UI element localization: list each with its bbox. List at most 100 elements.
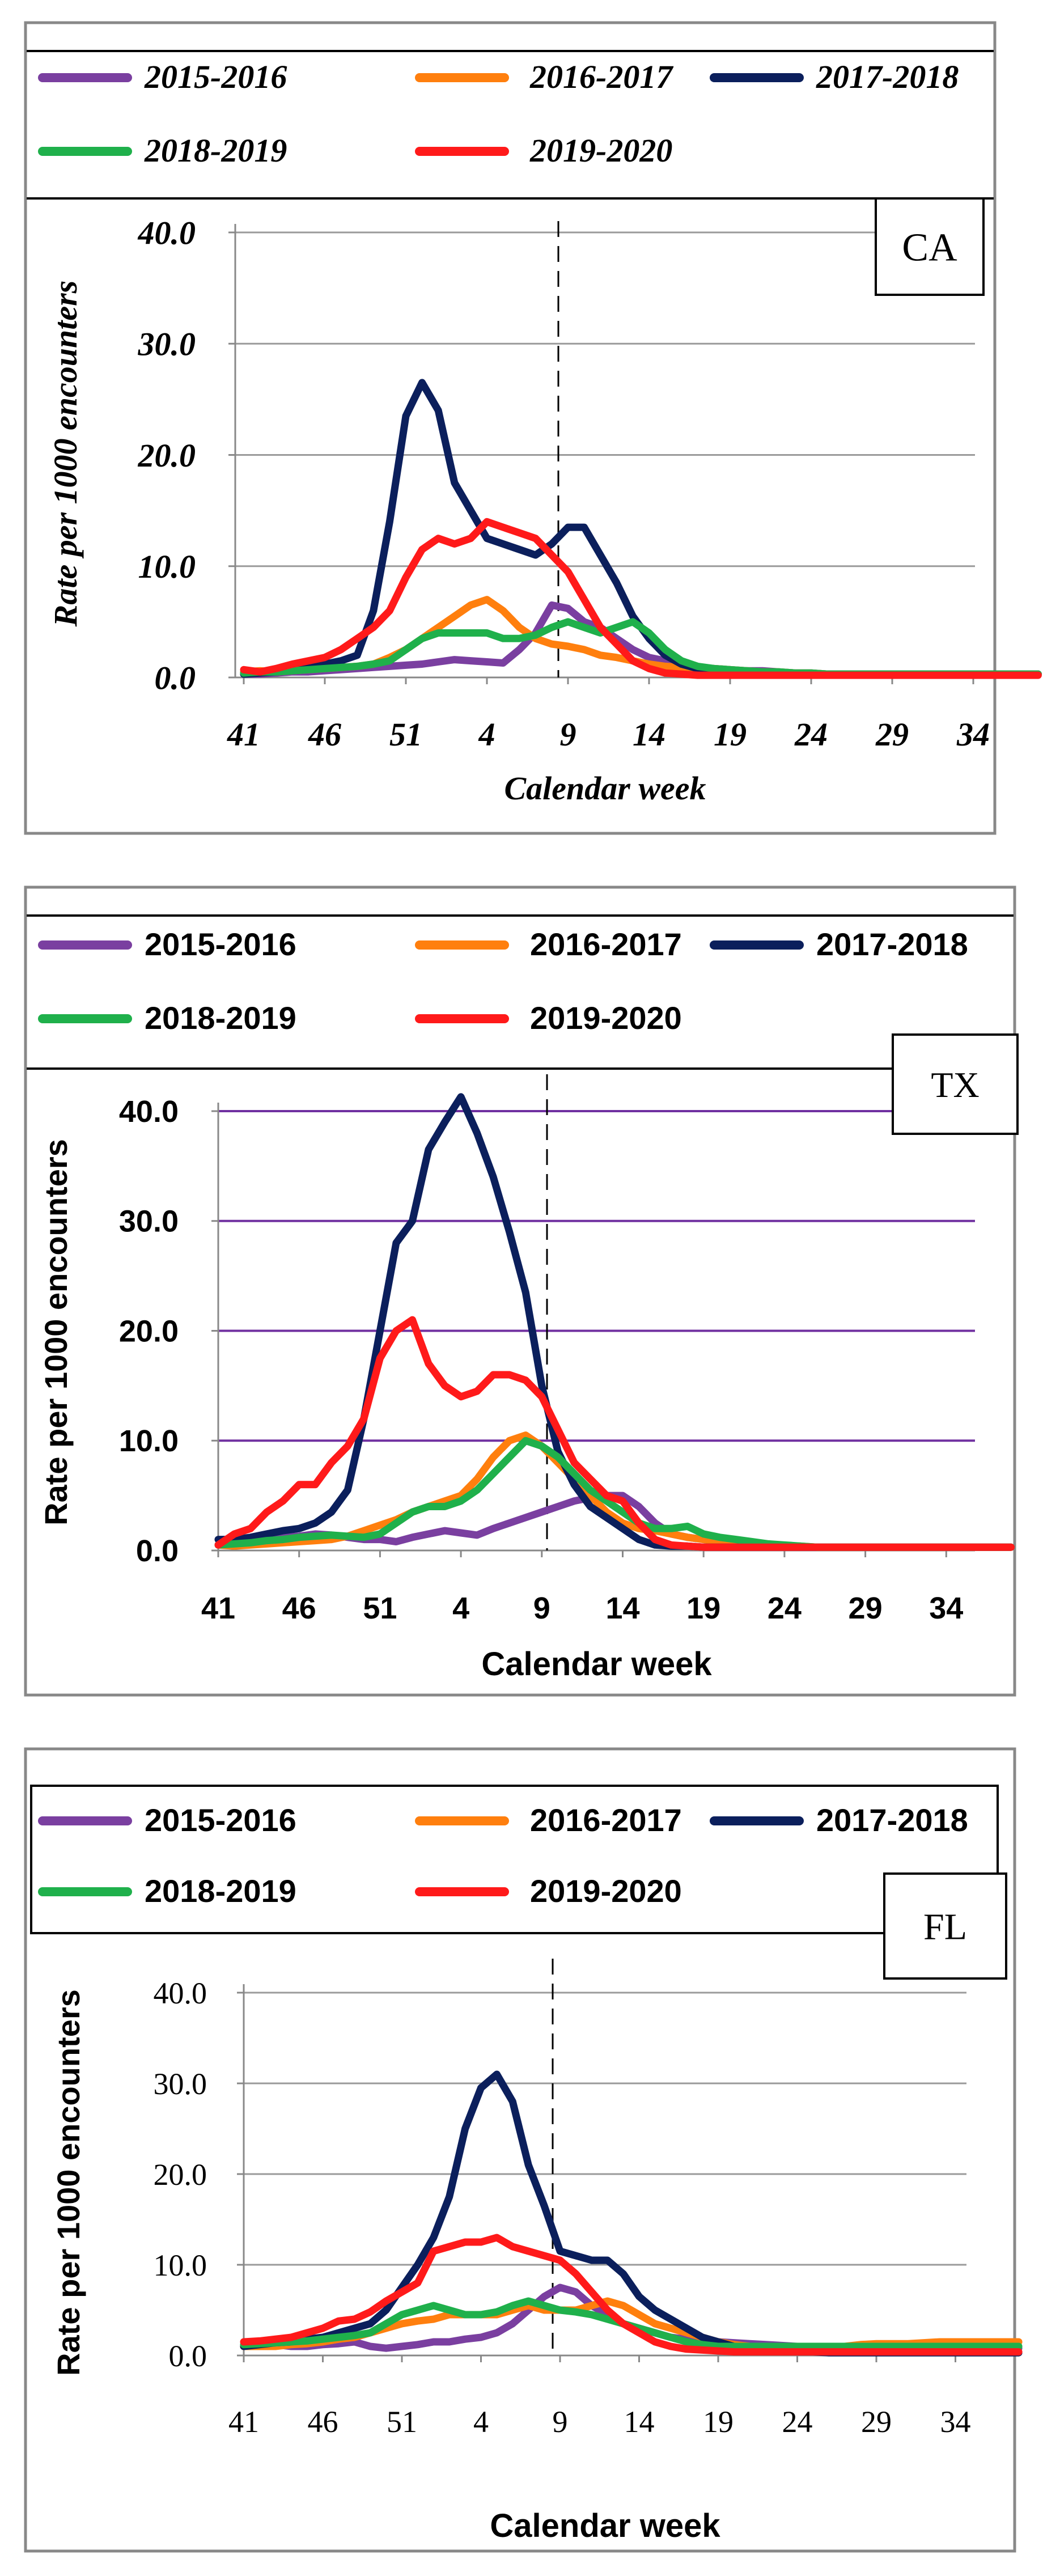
y-tick-label: 40.0 <box>154 1976 207 2010</box>
panel-frame <box>24 1747 1016 2553</box>
x-tick-label: 24 <box>794 716 828 753</box>
series-lines <box>240 2070 1023 2357</box>
legend-label: 2018-2019 <box>144 132 287 169</box>
x-tick-labels: 41 46 51 4 9 14 19 24 29 34 <box>227 677 990 753</box>
legend-label: 2017-2018 <box>816 58 959 95</box>
legend-label: 2018-2019 <box>145 1000 296 1036</box>
legend-item-2016-2017: 2016-2017 <box>415 926 682 962</box>
x-tick-label: 46 <box>282 1591 316 1625</box>
x-tick-label: 41 <box>201 1591 235 1625</box>
legend-label: 2015-2016 <box>144 58 287 95</box>
legend-item-2016-2017: 2016-2017 <box>415 1802 682 1838</box>
legend: 2015-2016 2016-2017 2017-2018 2018-2019 2019… <box>38 1802 968 1909</box>
y-tick-label: 10.0 <box>154 2248 207 2282</box>
x-tick-label: 19 <box>703 2405 734 2439</box>
y-tick-label: 40.0 <box>119 1095 179 1129</box>
y-tick-label: 20.0 <box>154 2158 207 2192</box>
legend-item-2018-2019: 2018-2019 <box>38 132 287 169</box>
y-axis-label: Rate per 1000 encounters <box>38 1139 74 1526</box>
x-tick-label: 24 <box>782 2405 813 2439</box>
y-tick-labels: 0.0 10.0 20.0 30.0 40.0 <box>154 1976 244 2373</box>
state-label-box: TX <box>892 1033 1019 1135</box>
legend-label: 2017-2018 <box>816 926 968 962</box>
state-box-frame <box>892 1033 1019 1135</box>
legend-label: 2019-2020 <box>529 132 672 169</box>
legend-item-2016-2017: 2016-2017 <box>415 58 673 95</box>
y-tick-labels: 0.0 10.0 20.0 30.0 40.0 <box>119 1095 218 1568</box>
legend-item-2019-2020: 2019-2020 <box>415 132 672 169</box>
series-line-2019-2020 <box>214 1316 1015 1551</box>
legend-label: 2017-2018 <box>816 1802 968 1838</box>
panel-frame <box>24 21 997 835</box>
x-tick-label: 46 <box>308 2405 338 2439</box>
state-label: TX <box>931 1065 979 1105</box>
x-tick-label: 9 <box>533 1591 550 1625</box>
x-tick-label: 19 <box>714 716 747 753</box>
legend-item-2015-2016: 2015-2016 <box>38 1802 296 1838</box>
legend: 2015-2016 2016-2017 2017-2018 2018-2019 2019… <box>38 926 968 1036</box>
x-axis-label: Calendar week <box>504 770 706 807</box>
x-tick-label: 14 <box>624 2405 655 2439</box>
legend-item-2017-2018: 2017-2018 <box>710 58 959 95</box>
x-tick-label: 19 <box>686 1591 720 1625</box>
legend-item-2019-2020: 2019-2020 <box>415 1873 682 1909</box>
x-tick-label: 4 <box>452 1591 469 1625</box>
y-tick-label: 20.0 <box>138 437 196 474</box>
y-tick-label: 40.0 <box>138 214 196 251</box>
state-box-frame <box>875 197 985 296</box>
x-tick-label: 4 <box>473 2405 489 2439</box>
x-axis-label: Calendar week <box>481 1646 712 1683</box>
legend-label: 2018-2019 <box>145 1873 296 1909</box>
y-axis-label: Rate per 1000 encounters <box>50 1989 86 2376</box>
x-tick-label: 29 <box>861 2405 892 2439</box>
series-line-2019-2020 <box>240 2234 1023 2356</box>
state-label: FL <box>923 1906 967 1948</box>
x-tick-labels: 41 46 51 4 9 14 19 24 29 34 <box>201 1550 963 1625</box>
legend-label: 2016-2017 <box>530 1802 682 1838</box>
state-box-frame <box>883 1872 1007 1980</box>
chart-panel-ca: 2015-2016 2016-2017 2017-2018 2018-2019 2019… <box>24 21 1042 835</box>
y-tick-labels: 0.0 10.0 20.0 30.0 40.0 <box>138 214 235 696</box>
x-tick-label: 29 <box>875 716 909 753</box>
y-tick-label: 30.0 <box>154 2067 207 2101</box>
legend-item-2017-2018: 2017-2018 <box>710 1802 968 1838</box>
y-tick-label: 10.0 <box>138 548 196 585</box>
series-line-2019-2020 <box>240 518 1042 679</box>
y-tick-label: 20.0 <box>119 1314 179 1348</box>
x-tick-label: 9 <box>553 2405 568 2439</box>
legend-item-2018-2019: 2018-2019 <box>38 1000 296 1036</box>
state-label-box: FL <box>883 1872 1007 1980</box>
x-tick-label: 4 <box>478 716 495 753</box>
x-tick-label: 51 <box>389 716 422 753</box>
x-tick-labels: 41 46 51 4 9 14 19 24 29 34 <box>228 2355 971 2439</box>
x-tick-label: 24 <box>768 1591 802 1625</box>
x-tick-label: 51 <box>363 1591 397 1625</box>
legend-label: 2015-2016 <box>145 926 296 962</box>
x-axis-label: Calendar week <box>490 2507 720 2544</box>
x-tick-label: 14 <box>605 1591 639 1625</box>
legend-item-2015-2016: 2015-2016 <box>38 58 287 95</box>
series-lines <box>214 1093 1015 1551</box>
gridlines <box>218 1110 975 1442</box>
state-label: CA <box>902 226 957 270</box>
legend-label: 2019-2020 <box>530 1873 682 1909</box>
x-tick-label: 34 <box>929 1591 963 1625</box>
gridlines <box>244 1992 966 2266</box>
x-tick-label: 41 <box>228 2405 259 2439</box>
legend-label: 2016-2017 <box>530 926 682 962</box>
x-tick-label: 41 <box>227 716 260 753</box>
legend-label: 2016-2017 <box>529 58 673 95</box>
y-tick-label: 0.0 <box>169 2339 207 2373</box>
x-tick-label: 51 <box>387 2405 417 2439</box>
series-lines <box>240 379 1042 679</box>
legend-label: 2019-2020 <box>530 1000 682 1036</box>
legend: 2015-2016 2016-2017 2017-2018 2018-2019 2019… <box>38 58 959 169</box>
x-tick-label: 14 <box>633 716 665 753</box>
x-tick-label: 29 <box>849 1591 883 1625</box>
legend-item-2019-2020: 2019-2020 <box>415 1000 682 1036</box>
legend-item-2018-2019: 2018-2019 <box>38 1873 296 1909</box>
y-tick-label: 30.0 <box>119 1205 179 1239</box>
legend-item-2015-2016: 2015-2016 <box>38 926 296 962</box>
y-tick-label: 0.0 <box>155 659 196 696</box>
